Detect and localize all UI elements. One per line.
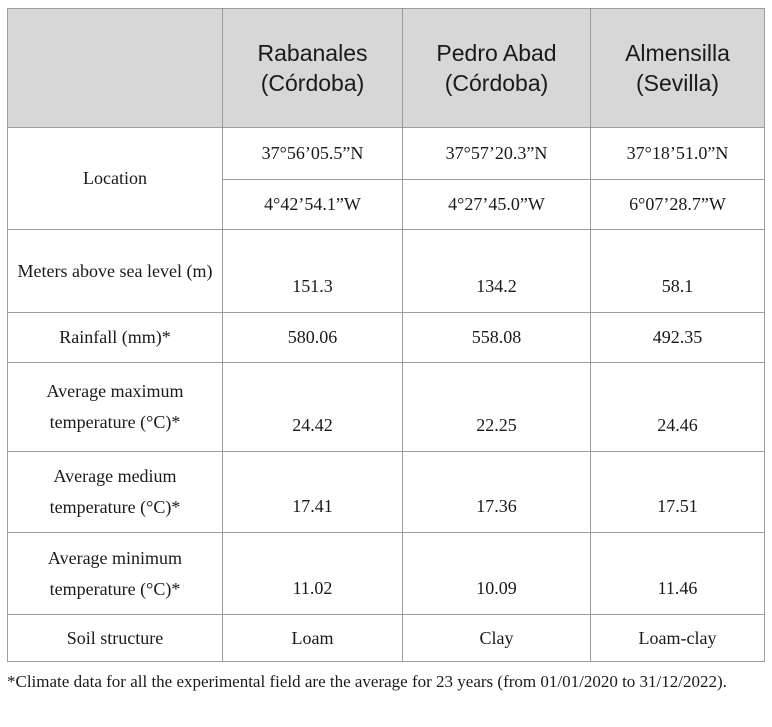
value-cell: 24.46 xyxy=(590,362,765,452)
value-cell: 24.42 xyxy=(222,362,403,452)
value-cell: 11.46 xyxy=(590,532,765,615)
longitude-cell: 4°27’45.0”W xyxy=(402,179,591,230)
value-cell: 17.51 xyxy=(590,451,765,533)
row-label-soil: Soil structure xyxy=(7,614,223,662)
table-row: Soil structure Loam Clay Loam-clay xyxy=(7,614,765,662)
column-header-almensilla: Almensilla (Sevilla) xyxy=(590,8,765,128)
value-cell: 580.06 xyxy=(222,312,403,363)
row-label-max-temp: Average maximum temperature (°C)* xyxy=(7,362,223,452)
value-cell: 492.35 xyxy=(590,312,765,363)
table-row: Rainfall (mm)* 580.06 558.08 492.35 xyxy=(7,312,765,363)
column-header-pedro-abad: Pedro Abad (Córdoba) xyxy=(402,8,591,128)
latitude-cell: 37°57’20.3”N xyxy=(402,127,591,180)
header-corner xyxy=(7,8,223,128)
table-row: Meters above sea level (m) 151.3 134.2 5… xyxy=(7,229,765,313)
row-label-med-temp: Average medium temperature (°C)* xyxy=(7,451,223,533)
row-label-location: Location xyxy=(7,127,223,230)
table-footnote: *Climate data for all the experimental f… xyxy=(7,672,727,691)
value-cell: 58.1 xyxy=(590,229,765,313)
value-cell: 22.25 xyxy=(402,362,591,452)
value-cell: 151.3 xyxy=(222,229,403,313)
column-header-rabanales: Rabanales (Córdoba) xyxy=(222,8,403,128)
value-cell: Clay xyxy=(402,614,591,662)
value-cell: 17.36 xyxy=(402,451,591,533)
value-cell: 11.02 xyxy=(222,532,403,615)
value-cell: 558.08 xyxy=(402,312,591,363)
latitude-cell: 37°56’05.5”N xyxy=(222,127,403,180)
value-cell: Loam xyxy=(222,614,403,662)
table-row: Location 37°56’05.5”N 37°57’20.3”N 37°18… xyxy=(7,127,765,230)
table-row: Average medium temperature (°C)* 17.41 1… xyxy=(7,451,765,533)
value-cell: 17.41 xyxy=(222,451,403,533)
value-cell: Loam-clay xyxy=(590,614,765,662)
climate-table: Rabanales (Córdoba) Pedro Abad (Córdoba)… xyxy=(7,8,765,662)
table-row: Average maximum temperature (°C)* 24.42 … xyxy=(7,362,765,452)
row-label-altitude: Meters above sea level (m) xyxy=(7,229,223,313)
row-label-min-temp: Average minimum temperature (°C)* xyxy=(7,532,223,615)
table-row: Average minimum temperature (°C)* 11.02 … xyxy=(7,532,765,615)
row-label-rainfall: Rainfall (mm)* xyxy=(7,312,223,363)
longitude-cell: 4°42’54.1”W xyxy=(222,179,403,230)
longitude-cell: 6°07’28.7”W xyxy=(590,179,765,230)
value-cell: 10.09 xyxy=(402,532,591,615)
value-cell: 134.2 xyxy=(402,229,591,313)
latitude-cell: 37°18’51.0”N xyxy=(590,127,765,180)
table-row: 4°42’54.1”W 4°27’45.0”W 6°07’28.7”W xyxy=(8,179,765,230)
header-row: Rabanales (Córdoba) Pedro Abad (Córdoba)… xyxy=(7,8,765,128)
